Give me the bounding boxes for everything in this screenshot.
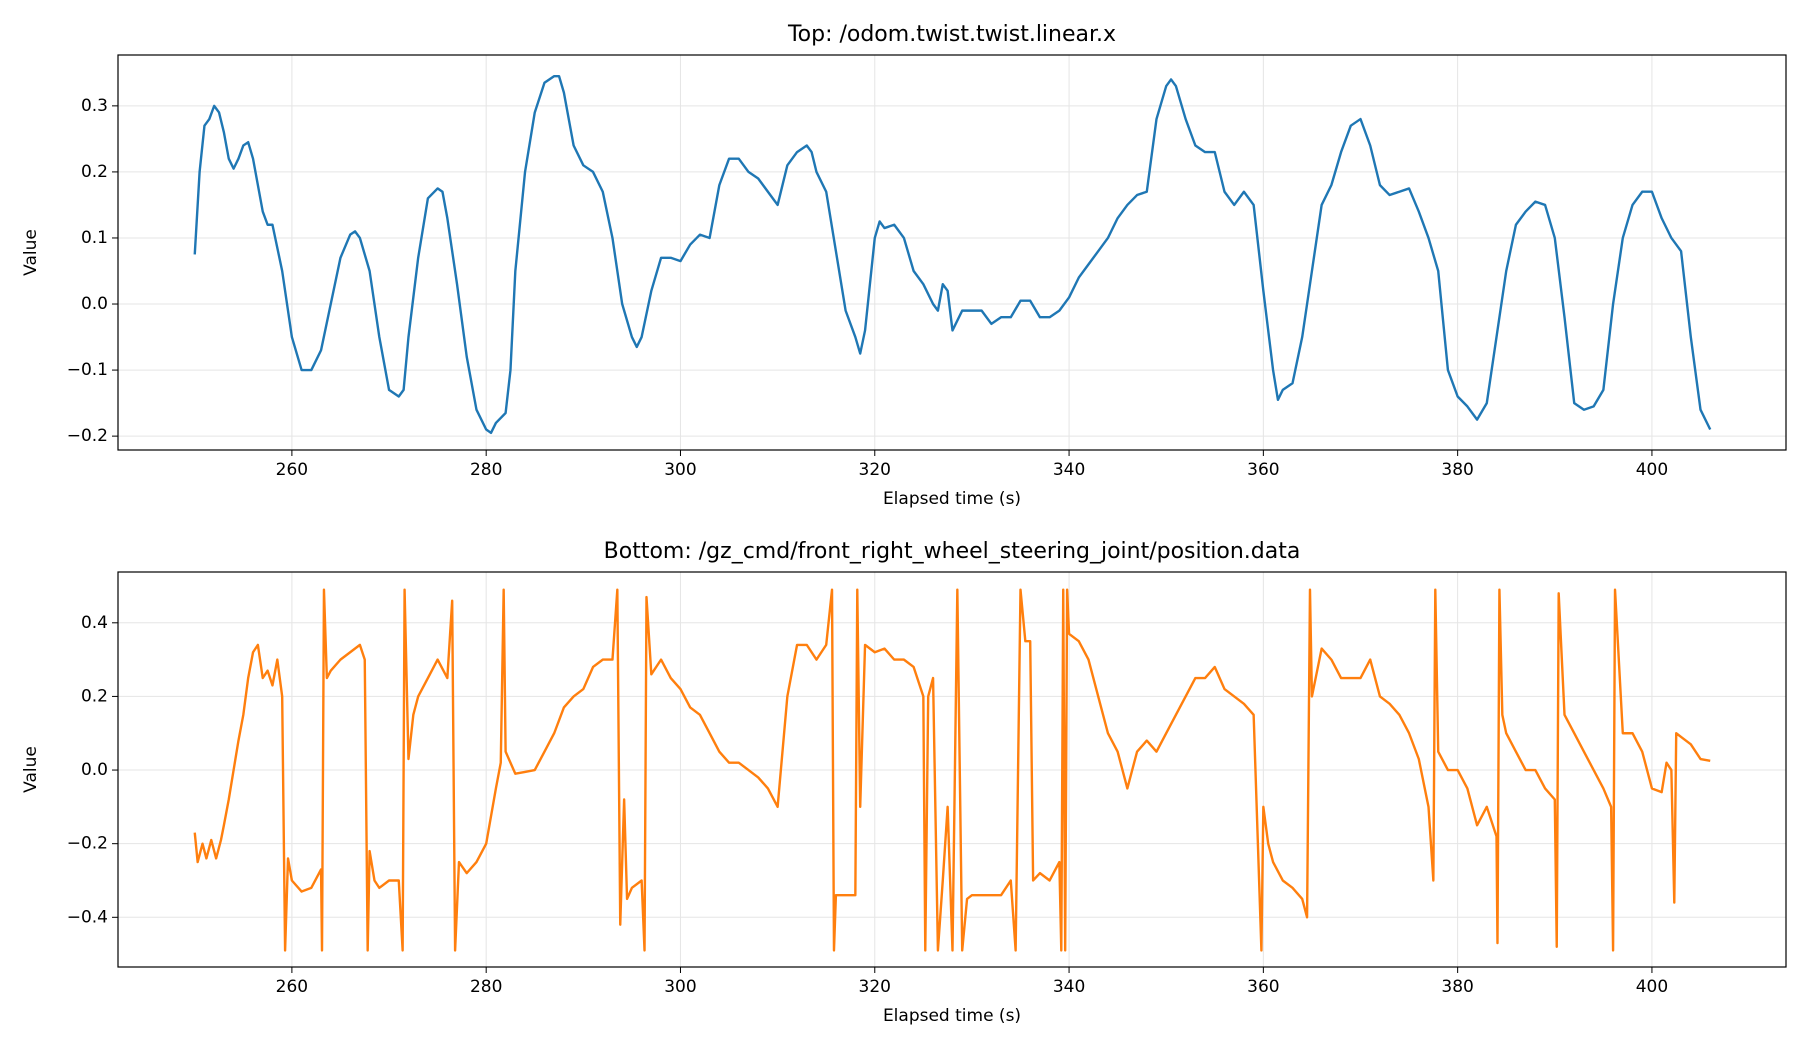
x-tick-label: 320 (859, 460, 891, 480)
x-tick-label: 320 (859, 977, 891, 997)
y-tick-label: −0.2 (67, 834, 108, 854)
y-tick-label: 0.2 (81, 162, 108, 182)
y-tick-label: −0.4 (67, 907, 108, 927)
y-tick-label: −0.2 (67, 426, 108, 446)
x-tick-label: 380 (1441, 460, 1473, 480)
x-tick-label: 340 (1053, 977, 1085, 997)
data-line (193, 588, 1711, 952)
x-tick-label: 400 (1636, 977, 1668, 997)
chart-title: Top: /odom.twist.twist.linear.x (787, 22, 1116, 47)
x-tick-label: 360 (1247, 460, 1279, 480)
chart-title: Bottom: /gz_cmd/front_right_wheel_steeri… (604, 539, 1301, 564)
plot-frame (117, 54, 1787, 451)
plot-frame (117, 571, 1787, 968)
y-tick-label: 0.1 (81, 228, 108, 248)
y-tick-label: 0.4 (81, 613, 108, 633)
y-tick-label: 0.0 (81, 760, 108, 780)
x-tick-label: 340 (1053, 460, 1085, 480)
y-tick-label: 0.0 (81, 294, 108, 314)
y-axis-label: Value (21, 746, 41, 793)
y-tick-label: 0.3 (81, 96, 108, 116)
x-tick-label: 300 (664, 460, 696, 480)
data-line (193, 74, 1712, 435)
x-tick-label: 280 (470, 977, 502, 997)
x-tick-label: 360 (1247, 977, 1279, 997)
y-tick-label: −0.1 (67, 360, 108, 380)
x-tick-label: 400 (1636, 460, 1668, 480)
x-axis-label: Elapsed time (s) (883, 489, 1021, 509)
y-axis-label: Value (21, 229, 41, 276)
x-tick-label: 280 (470, 460, 502, 480)
x-tick-label: 300 (664, 977, 696, 997)
x-tick-label: 380 (1441, 977, 1473, 997)
x-axis-label: Elapsed time (s) (883, 1006, 1021, 1026)
y-tick-label: 0.2 (81, 686, 108, 706)
x-tick-label: 260 (276, 460, 308, 480)
x-tick-label: 260 (276, 977, 308, 997)
